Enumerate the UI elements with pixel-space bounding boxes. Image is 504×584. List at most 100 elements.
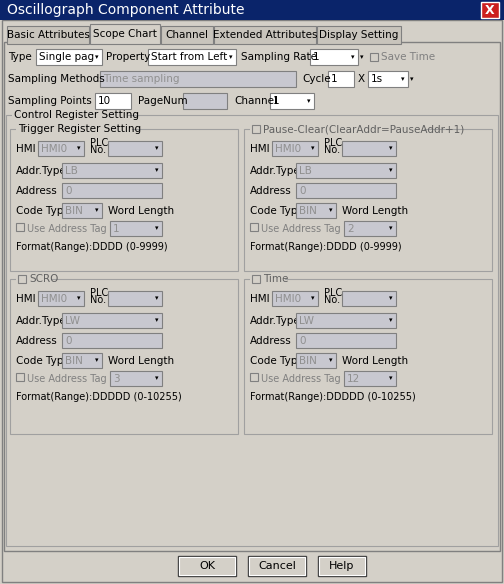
Bar <box>296 333 396 348</box>
Text: Time sampling: Time sampling <box>103 74 179 84</box>
Bar <box>36 49 102 65</box>
Bar <box>16 373 24 381</box>
Text: Trigger Register Setting: Trigger Register Setting <box>18 124 141 134</box>
Bar <box>183 93 227 109</box>
Bar <box>368 71 408 87</box>
Text: ▾: ▾ <box>329 207 333 214</box>
Text: ▾: ▾ <box>389 168 393 173</box>
Bar <box>38 141 84 156</box>
Text: ▾: ▾ <box>389 376 393 381</box>
Text: HMI0: HMI0 <box>275 294 301 304</box>
Text: Address: Address <box>16 186 58 196</box>
Bar <box>370 53 378 61</box>
Bar <box>18 275 26 283</box>
Text: Addr.Type: Addr.Type <box>16 165 67 176</box>
Bar <box>244 129 492 271</box>
Text: BIN: BIN <box>65 206 83 215</box>
Text: ▾: ▾ <box>401 76 405 82</box>
Bar <box>16 124 132 134</box>
Text: ▾: ▾ <box>77 296 81 301</box>
Text: HMI0: HMI0 <box>41 144 67 154</box>
Text: LW: LW <box>299 315 314 325</box>
Bar <box>62 163 162 178</box>
Text: ▾: ▾ <box>155 168 159 173</box>
Text: OK: OK <box>199 561 215 571</box>
Bar <box>62 183 162 198</box>
Bar <box>296 183 396 198</box>
Bar <box>270 93 314 109</box>
Text: HMI: HMI <box>250 294 270 304</box>
Text: Scope Chart: Scope Chart <box>93 29 157 39</box>
Bar <box>250 124 424 134</box>
Text: 2: 2 <box>347 224 354 234</box>
Text: ▾: ▾ <box>410 76 414 82</box>
Bar <box>100 71 296 87</box>
Bar <box>296 353 336 368</box>
Text: ▾: ▾ <box>155 376 159 381</box>
Bar <box>4 42 500 551</box>
Bar <box>62 353 102 368</box>
Text: Pause-Clear(ClearAddr=PauseAddr+1): Pause-Clear(ClearAddr=PauseAddr+1) <box>263 124 464 134</box>
Text: LB: LB <box>299 165 312 176</box>
Text: Code Type: Code Type <box>16 206 70 215</box>
Bar <box>38 291 84 306</box>
Text: ▾: ▾ <box>155 318 159 324</box>
Bar <box>90 24 160 44</box>
Text: Code Type: Code Type <box>250 206 304 215</box>
Text: Format(Range):DDDD (0-9999): Format(Range):DDDD (0-9999) <box>16 242 168 252</box>
Bar <box>62 203 102 218</box>
Bar <box>248 556 306 576</box>
Bar <box>272 291 318 306</box>
Text: 1s: 1s <box>371 74 383 84</box>
Text: X: X <box>485 4 495 16</box>
Bar <box>10 129 238 271</box>
Bar <box>0 0 504 20</box>
Bar <box>148 49 236 65</box>
Bar <box>317 26 401 44</box>
Text: No.: No. <box>324 295 340 305</box>
Text: Save Time: Save Time <box>381 52 435 62</box>
Text: PLC: PLC <box>324 288 342 298</box>
Bar <box>250 223 258 231</box>
Text: Channel: Channel <box>234 96 277 106</box>
Text: ▾: ▾ <box>389 225 393 231</box>
Text: Use Address Tag: Use Address Tag <box>261 374 341 384</box>
Text: 1: 1 <box>113 224 119 234</box>
Text: No.: No. <box>90 295 106 305</box>
Text: Word Length: Word Length <box>108 206 174 215</box>
Text: Word Length: Word Length <box>342 206 408 215</box>
Text: BIN: BIN <box>299 206 317 215</box>
Text: HMI0: HMI0 <box>41 294 67 304</box>
Bar <box>110 221 162 236</box>
Text: Word Length: Word Length <box>108 356 174 366</box>
Text: Code Type: Code Type <box>250 356 304 366</box>
Text: Type: Type <box>8 52 32 62</box>
Bar <box>62 313 162 328</box>
Text: PLC: PLC <box>90 288 108 298</box>
Text: BIN: BIN <box>65 356 83 366</box>
Bar <box>249 557 305 575</box>
Bar <box>179 557 235 575</box>
Text: Oscillograph Component Attribute: Oscillograph Component Attribute <box>7 3 244 17</box>
Text: Format(Range):DDDD (0-9999): Format(Range):DDDD (0-9999) <box>250 242 402 252</box>
Text: ▾: ▾ <box>307 98 311 104</box>
Text: Use Address Tag: Use Address Tag <box>27 374 107 384</box>
Text: LB: LB <box>65 165 78 176</box>
Text: ▾: ▾ <box>155 225 159 231</box>
Text: ▾: ▾ <box>155 145 159 151</box>
Text: Start from Left: Start from Left <box>151 52 227 62</box>
Text: Addr.Type: Addr.Type <box>16 315 67 325</box>
Text: Sampling Rate: Sampling Rate <box>241 52 317 62</box>
Bar <box>10 279 238 434</box>
Text: Address: Address <box>250 335 292 346</box>
Text: 0: 0 <box>65 186 72 196</box>
Text: 1: 1 <box>313 52 320 62</box>
Bar <box>214 26 316 44</box>
Bar <box>344 221 396 236</box>
Text: HMI: HMI <box>16 144 36 154</box>
Bar <box>16 274 50 284</box>
Text: Addr.Type: Addr.Type <box>250 165 301 176</box>
Bar <box>296 163 396 178</box>
Text: Format(Range):DDDDD (0-10255): Format(Range):DDDDD (0-10255) <box>16 391 182 402</box>
Text: ▾: ▾ <box>229 54 233 60</box>
